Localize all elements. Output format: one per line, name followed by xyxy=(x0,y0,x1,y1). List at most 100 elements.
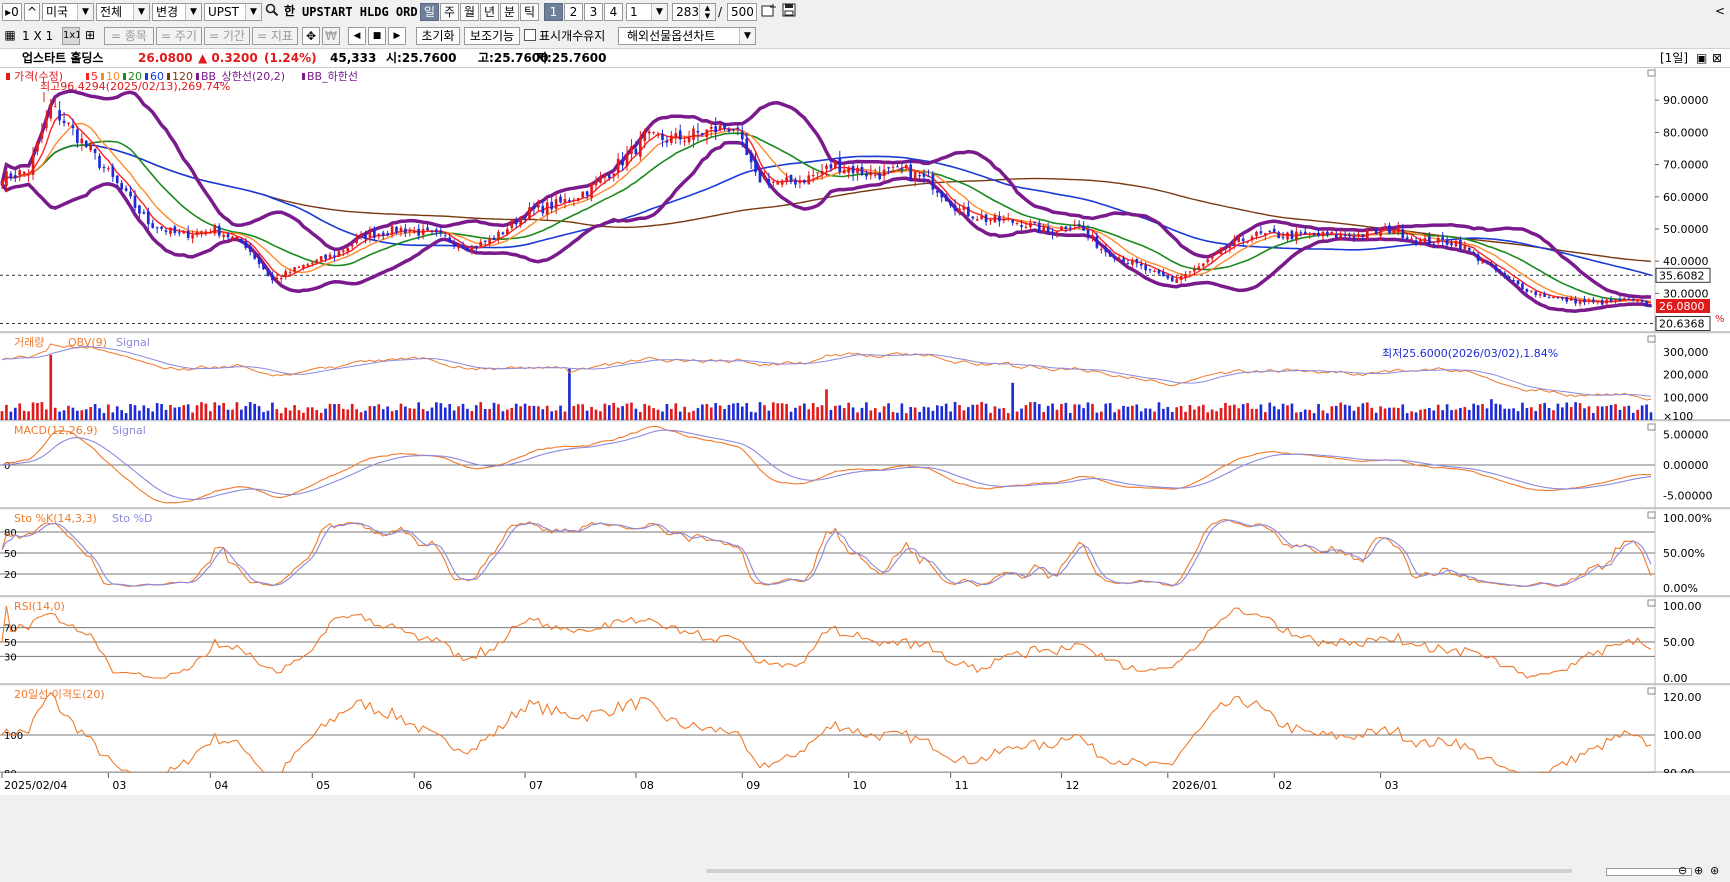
last-price-box xyxy=(1656,298,1710,313)
volume-bar xyxy=(248,402,252,420)
symbol-input[interactable]: UPST ▼ xyxy=(204,3,262,21)
zoom-fit-icon[interactable]: ⊛ xyxy=(1710,864,1720,877)
volume-bar xyxy=(350,403,354,420)
current-price: 26.0800 xyxy=(138,51,193,65)
volume-bar xyxy=(359,412,363,420)
candle-body xyxy=(1614,299,1617,302)
volume-bar xyxy=(1303,409,1307,420)
stock-button[interactable]: = 종목 xyxy=(104,27,154,45)
layout-label[interactable]: 1 X 1 xyxy=(22,29,54,43)
x-tick-label: 11 xyxy=(955,779,969,792)
horizontal-scrollbar[interactable]: ⊖ ⊕ ⊛ xyxy=(0,864,1730,882)
candle-body xyxy=(1312,233,1316,236)
volume-bar xyxy=(177,407,181,420)
zoom-out-icon[interactable]: ⊖ xyxy=(1678,864,1688,877)
volume-bar xyxy=(155,403,159,420)
futures-chart-select[interactable]: 해외선물옵션차트 ▼ xyxy=(618,27,756,45)
candle-body xyxy=(1188,271,1192,273)
language-button[interactable]: 한 xyxy=(283,4,296,18)
period-tab[interactable]: 분 xyxy=(500,3,519,21)
volume-bar xyxy=(1512,408,1515,420)
interval-select[interactable]: 1 ▼ xyxy=(626,3,668,21)
period-tab[interactable]: 월 xyxy=(460,3,479,21)
x-axis-background xyxy=(0,773,1730,795)
layout-1x1-button[interactable]: 1x1 xyxy=(62,27,80,45)
volume-bar xyxy=(1246,403,1249,420)
period-tab[interactable]: 일 xyxy=(420,3,439,21)
volume-bar xyxy=(191,412,194,420)
candle-body xyxy=(479,241,483,247)
volume-bar xyxy=(1250,408,1254,420)
candle-body xyxy=(306,264,310,267)
volume-bar xyxy=(896,412,899,420)
candle-body xyxy=(222,234,225,237)
volume-bar xyxy=(1605,405,1608,420)
volume-bar xyxy=(1370,407,1374,420)
number-tab[interactable]: 2 xyxy=(564,3,583,21)
candle-body xyxy=(670,135,673,143)
y-tick-label: 40.0000 xyxy=(1663,255,1709,268)
indicator-button[interactable]: = 지표 xyxy=(252,27,298,45)
range-button[interactable]: = 기간 xyxy=(204,27,250,45)
chart-toolbar: ▦ 1 X 1 1x1 ⊞ = 종목 = 주기 = 기간 = 지표 ✥ ₩ ◀ … xyxy=(0,24,1730,49)
chevron-down-icon: ▼ xyxy=(651,4,667,20)
volume-bar xyxy=(749,411,753,420)
count-input[interactable]: 283 ▲ ▼ xyxy=(672,3,716,21)
number-tab[interactable]: 4 xyxy=(604,3,623,21)
aux-function-button[interactable]: 보조기능 xyxy=(464,27,520,45)
change-select[interactable]: 변경 ▼ xyxy=(152,3,202,21)
volume-bar xyxy=(470,410,474,420)
candle-body xyxy=(1006,218,1010,220)
won-icon[interactable]: ₩ xyxy=(322,27,340,45)
number-tab[interactable]: 1 xyxy=(544,3,563,21)
volume-bar xyxy=(1135,404,1139,420)
candle-body xyxy=(319,256,323,261)
reference-label-box xyxy=(1655,316,1711,332)
restore-icon[interactable]: ▣ xyxy=(1696,51,1708,65)
volume-bar xyxy=(949,411,952,420)
candle-body xyxy=(1135,259,1139,264)
scroll-left-icon[interactable]: ◀ xyxy=(348,27,366,45)
candle-body xyxy=(1104,247,1108,252)
move-icon[interactable]: ✥ xyxy=(302,27,320,45)
volume-bar xyxy=(373,406,376,420)
volume-bar xyxy=(1596,406,1600,420)
new-window-icon[interactable] xyxy=(760,3,778,21)
period-tab[interactable]: 년 xyxy=(480,3,499,21)
left-tick-label: 20 xyxy=(4,570,17,581)
volume-bar xyxy=(678,411,682,420)
candle-body xyxy=(935,190,939,193)
volume-bar xyxy=(594,409,598,420)
table-icon[interactable]: ⊞ xyxy=(84,28,96,42)
number-tab[interactable]: 3 xyxy=(584,3,603,21)
stepper-icon[interactable]: ▲ ▼ xyxy=(699,4,715,20)
zoom-slider[interactable] xyxy=(1606,868,1692,876)
scroll-right-icon[interactable]: ▶ xyxy=(388,27,406,45)
volume-bar xyxy=(625,403,629,420)
volume-bar xyxy=(1237,408,1241,420)
volume-bar xyxy=(346,409,350,420)
period-tab[interactable]: 틱 xyxy=(520,3,539,21)
volume-bar xyxy=(1241,404,1245,420)
zoom-in-icon[interactable]: ⊕ xyxy=(1694,864,1704,877)
stock-chart[interactable]: 90.000080.000070.000060.000050.000040.00… xyxy=(0,68,1730,864)
grid-icon[interactable]: ▦ xyxy=(4,28,16,42)
period-button[interactable]: = 주기 xyxy=(156,27,202,45)
close-panel-icon[interactable]: ⊠ xyxy=(1712,51,1723,65)
candle-body xyxy=(1184,274,1187,278)
period-tab[interactable]: 주 xyxy=(440,3,459,21)
volume-bar xyxy=(1024,405,1028,420)
stop-icon[interactable]: ■ xyxy=(368,27,386,45)
scrollbar-track[interactable] xyxy=(706,869,1572,873)
candle-body xyxy=(873,174,877,176)
menu-button[interactable]: ▸0 xyxy=(2,3,22,21)
window-close-button[interactable]: < xyxy=(1714,4,1726,18)
scope-select[interactable]: 전체 ▼ xyxy=(96,3,150,21)
market-select[interactable]: 미국 ▼ xyxy=(42,3,94,21)
search-icon[interactable] xyxy=(264,3,280,21)
show-count-checkbox[interactable]: 표시개수유지 xyxy=(524,27,605,45)
save-icon[interactable] xyxy=(780,3,798,21)
volume-bar xyxy=(262,412,265,420)
up-button[interactable]: ^ xyxy=(24,3,40,21)
reset-button[interactable]: 초기화 xyxy=(416,27,460,45)
